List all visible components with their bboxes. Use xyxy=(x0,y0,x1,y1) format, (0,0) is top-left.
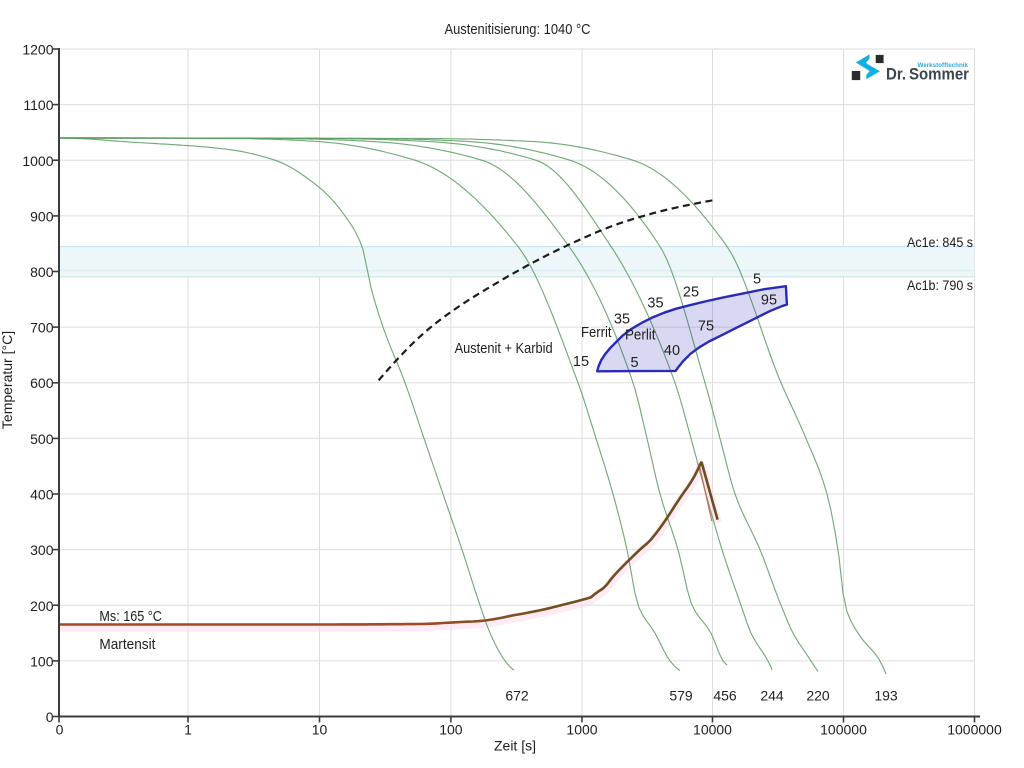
svg-text:Martensit: Martensit xyxy=(99,636,156,653)
svg-text:456: 456 xyxy=(713,688,737,704)
svg-text:0: 0 xyxy=(46,709,54,725)
svg-text:Ms: 165 °C: Ms: 165 °C xyxy=(99,608,162,625)
svg-text:Perlit: Perlit xyxy=(625,326,656,343)
svg-text:300: 300 xyxy=(30,542,54,558)
svg-text:193: 193 xyxy=(874,688,898,704)
svg-text:10000: 10000 xyxy=(693,722,732,738)
svg-text:900: 900 xyxy=(30,208,54,224)
svg-text:200: 200 xyxy=(30,598,54,614)
svg-text:672: 672 xyxy=(505,688,529,704)
svg-text:100: 100 xyxy=(30,653,54,669)
svg-text:100: 100 xyxy=(439,722,463,738)
svg-text:35: 35 xyxy=(614,312,630,328)
svg-text:75: 75 xyxy=(698,319,714,335)
svg-text:25: 25 xyxy=(683,285,699,301)
svg-text:Austenitisierung: 1040 °C: Austenitisierung: 1040 °C xyxy=(445,21,591,38)
svg-text:Zeit [s]: Zeit [s] xyxy=(494,738,536,754)
svg-text:5: 5 xyxy=(753,271,761,287)
svg-text:Dr. Sommer: Dr. Sommer xyxy=(886,65,970,83)
svg-text:Ac1e: 845 s: Ac1e: 845 s xyxy=(907,234,973,250)
svg-text:Ferrit: Ferrit xyxy=(581,324,612,341)
svg-text:1000: 1000 xyxy=(566,722,597,738)
svg-text:40: 40 xyxy=(664,343,680,359)
svg-text:244: 244 xyxy=(760,688,784,704)
svg-text:95: 95 xyxy=(761,292,777,308)
svg-text:1000000: 1000000 xyxy=(947,722,1002,738)
svg-text:220: 220 xyxy=(806,688,830,704)
svg-text:500: 500 xyxy=(30,431,54,447)
svg-text:1: 1 xyxy=(184,722,192,738)
svg-text:Temperatur [°C]: Temperatur [°C] xyxy=(0,331,15,429)
svg-text:Austenit + Karbid: Austenit + Karbid xyxy=(455,340,553,357)
svg-text:15: 15 xyxy=(573,354,589,370)
svg-text:579: 579 xyxy=(669,688,693,704)
svg-text:400: 400 xyxy=(30,487,54,503)
svg-text:800: 800 xyxy=(30,264,54,280)
svg-text:5: 5 xyxy=(630,355,638,371)
svg-text:Ac1b: 790 s: Ac1b: 790 s xyxy=(907,277,973,293)
svg-text:0: 0 xyxy=(56,722,64,738)
svg-text:600: 600 xyxy=(30,375,54,391)
svg-text:35: 35 xyxy=(647,295,663,311)
svg-text:100000: 100000 xyxy=(820,722,867,738)
svg-text:700: 700 xyxy=(30,320,54,336)
svg-text:1200: 1200 xyxy=(22,42,53,58)
svg-text:1100: 1100 xyxy=(23,97,53,113)
svg-text:1000: 1000 xyxy=(22,153,53,169)
svg-text:10: 10 xyxy=(312,722,328,738)
svg-text:Werkstofftechnik: Werkstofftechnik xyxy=(918,62,969,69)
